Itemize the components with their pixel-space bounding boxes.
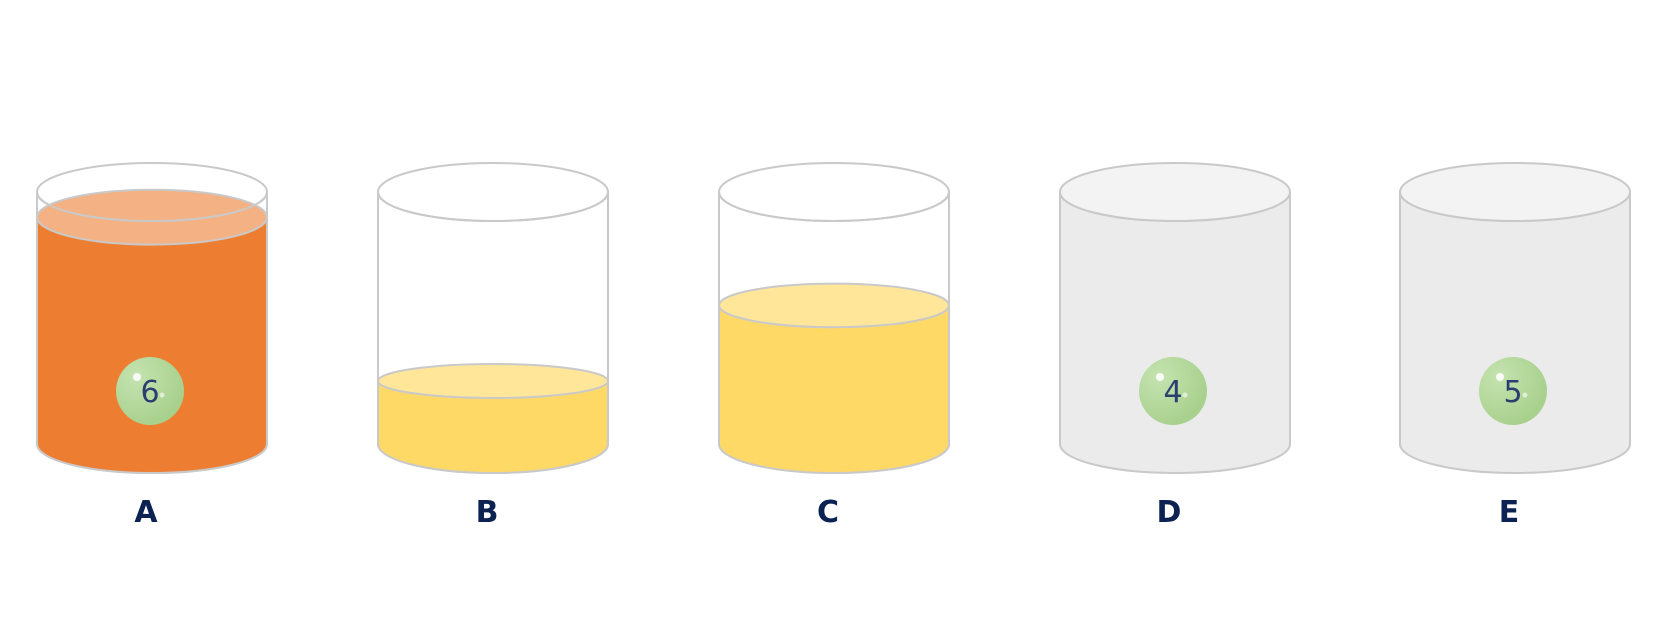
liquid-surface [377,362,609,400]
ball-highlight [1522,392,1528,398]
container-label: E [1499,495,1520,530]
container-rim [1399,162,1631,222]
ball-highlight [159,392,165,398]
container-b[interactable]: B [377,162,609,530]
container-rim [718,162,950,222]
container-e[interactable]: 5E [1399,162,1631,530]
container-label: B [476,495,499,530]
container-label: C [817,495,839,530]
liquid-surface [718,282,950,329]
container-c[interactable]: C [718,162,950,530]
liquid-surface [36,188,268,246]
ball-highlight [1496,373,1504,381]
container-rim [1059,162,1291,222]
ball-number: 4 [1163,375,1182,410]
liquid-orange [36,216,268,474]
ball-6[interactable]: 6 [116,357,184,425]
ball-highlight [1156,373,1164,381]
container-label: D [1157,495,1182,530]
liquid-yellow [377,380,609,474]
container-body [1399,191,1631,474]
ball-circle [1139,357,1207,425]
container-rim [377,162,609,222]
ball-highlight [133,373,141,381]
ball-number: 5 [1503,375,1522,410]
ball-highlight [1182,392,1188,398]
container-d[interactable]: 4D [1059,162,1291,530]
liquid-yellow [718,304,950,474]
ball-circle [116,357,184,425]
container-a[interactable]: 6A [36,162,268,530]
ball-4[interactable]: 4 [1139,357,1207,425]
ball-5[interactable]: 5 [1479,357,1547,425]
ball-number: 6 [140,375,159,410]
ball-circle [1479,357,1547,425]
container-rim [36,162,268,222]
container-label: A [134,495,158,530]
container-body [1059,191,1291,474]
